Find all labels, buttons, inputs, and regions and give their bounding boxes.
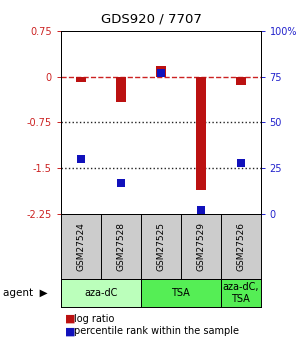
Text: TSA: TSA (171, 288, 190, 298)
Text: ■: ■ (65, 326, 76, 336)
Bar (116, 77, 126, 102)
Text: percentile rank within the sample: percentile rank within the sample (74, 326, 239, 336)
Bar (76, 77, 85, 82)
Text: GSM27526: GSM27526 (236, 222, 245, 271)
Bar (236, 77, 245, 85)
Text: agent  ▶: agent ▶ (3, 288, 48, 298)
Text: GSM27524: GSM27524 (76, 222, 85, 271)
Point (118, 180, 123, 186)
Text: ■: ■ (65, 314, 76, 324)
Bar (196, 77, 205, 189)
Text: GDS920 / 7707: GDS920 / 7707 (101, 12, 202, 25)
Text: log ratio: log ratio (74, 314, 115, 324)
Text: GSM27529: GSM27529 (196, 222, 205, 271)
Bar (156, 66, 166, 77)
Text: aza-dC: aza-dC (84, 288, 117, 298)
Bar (141, 279, 221, 307)
Point (78, 156, 83, 162)
Text: aza-dC,
TSA: aza-dC, TSA (222, 283, 259, 304)
Bar (221, 279, 261, 307)
Bar (61, 279, 141, 307)
Point (238, 160, 243, 166)
Text: GSM27525: GSM27525 (156, 222, 165, 271)
Point (198, 207, 203, 213)
Point (158, 70, 163, 76)
Text: GSM27528: GSM27528 (116, 222, 125, 271)
